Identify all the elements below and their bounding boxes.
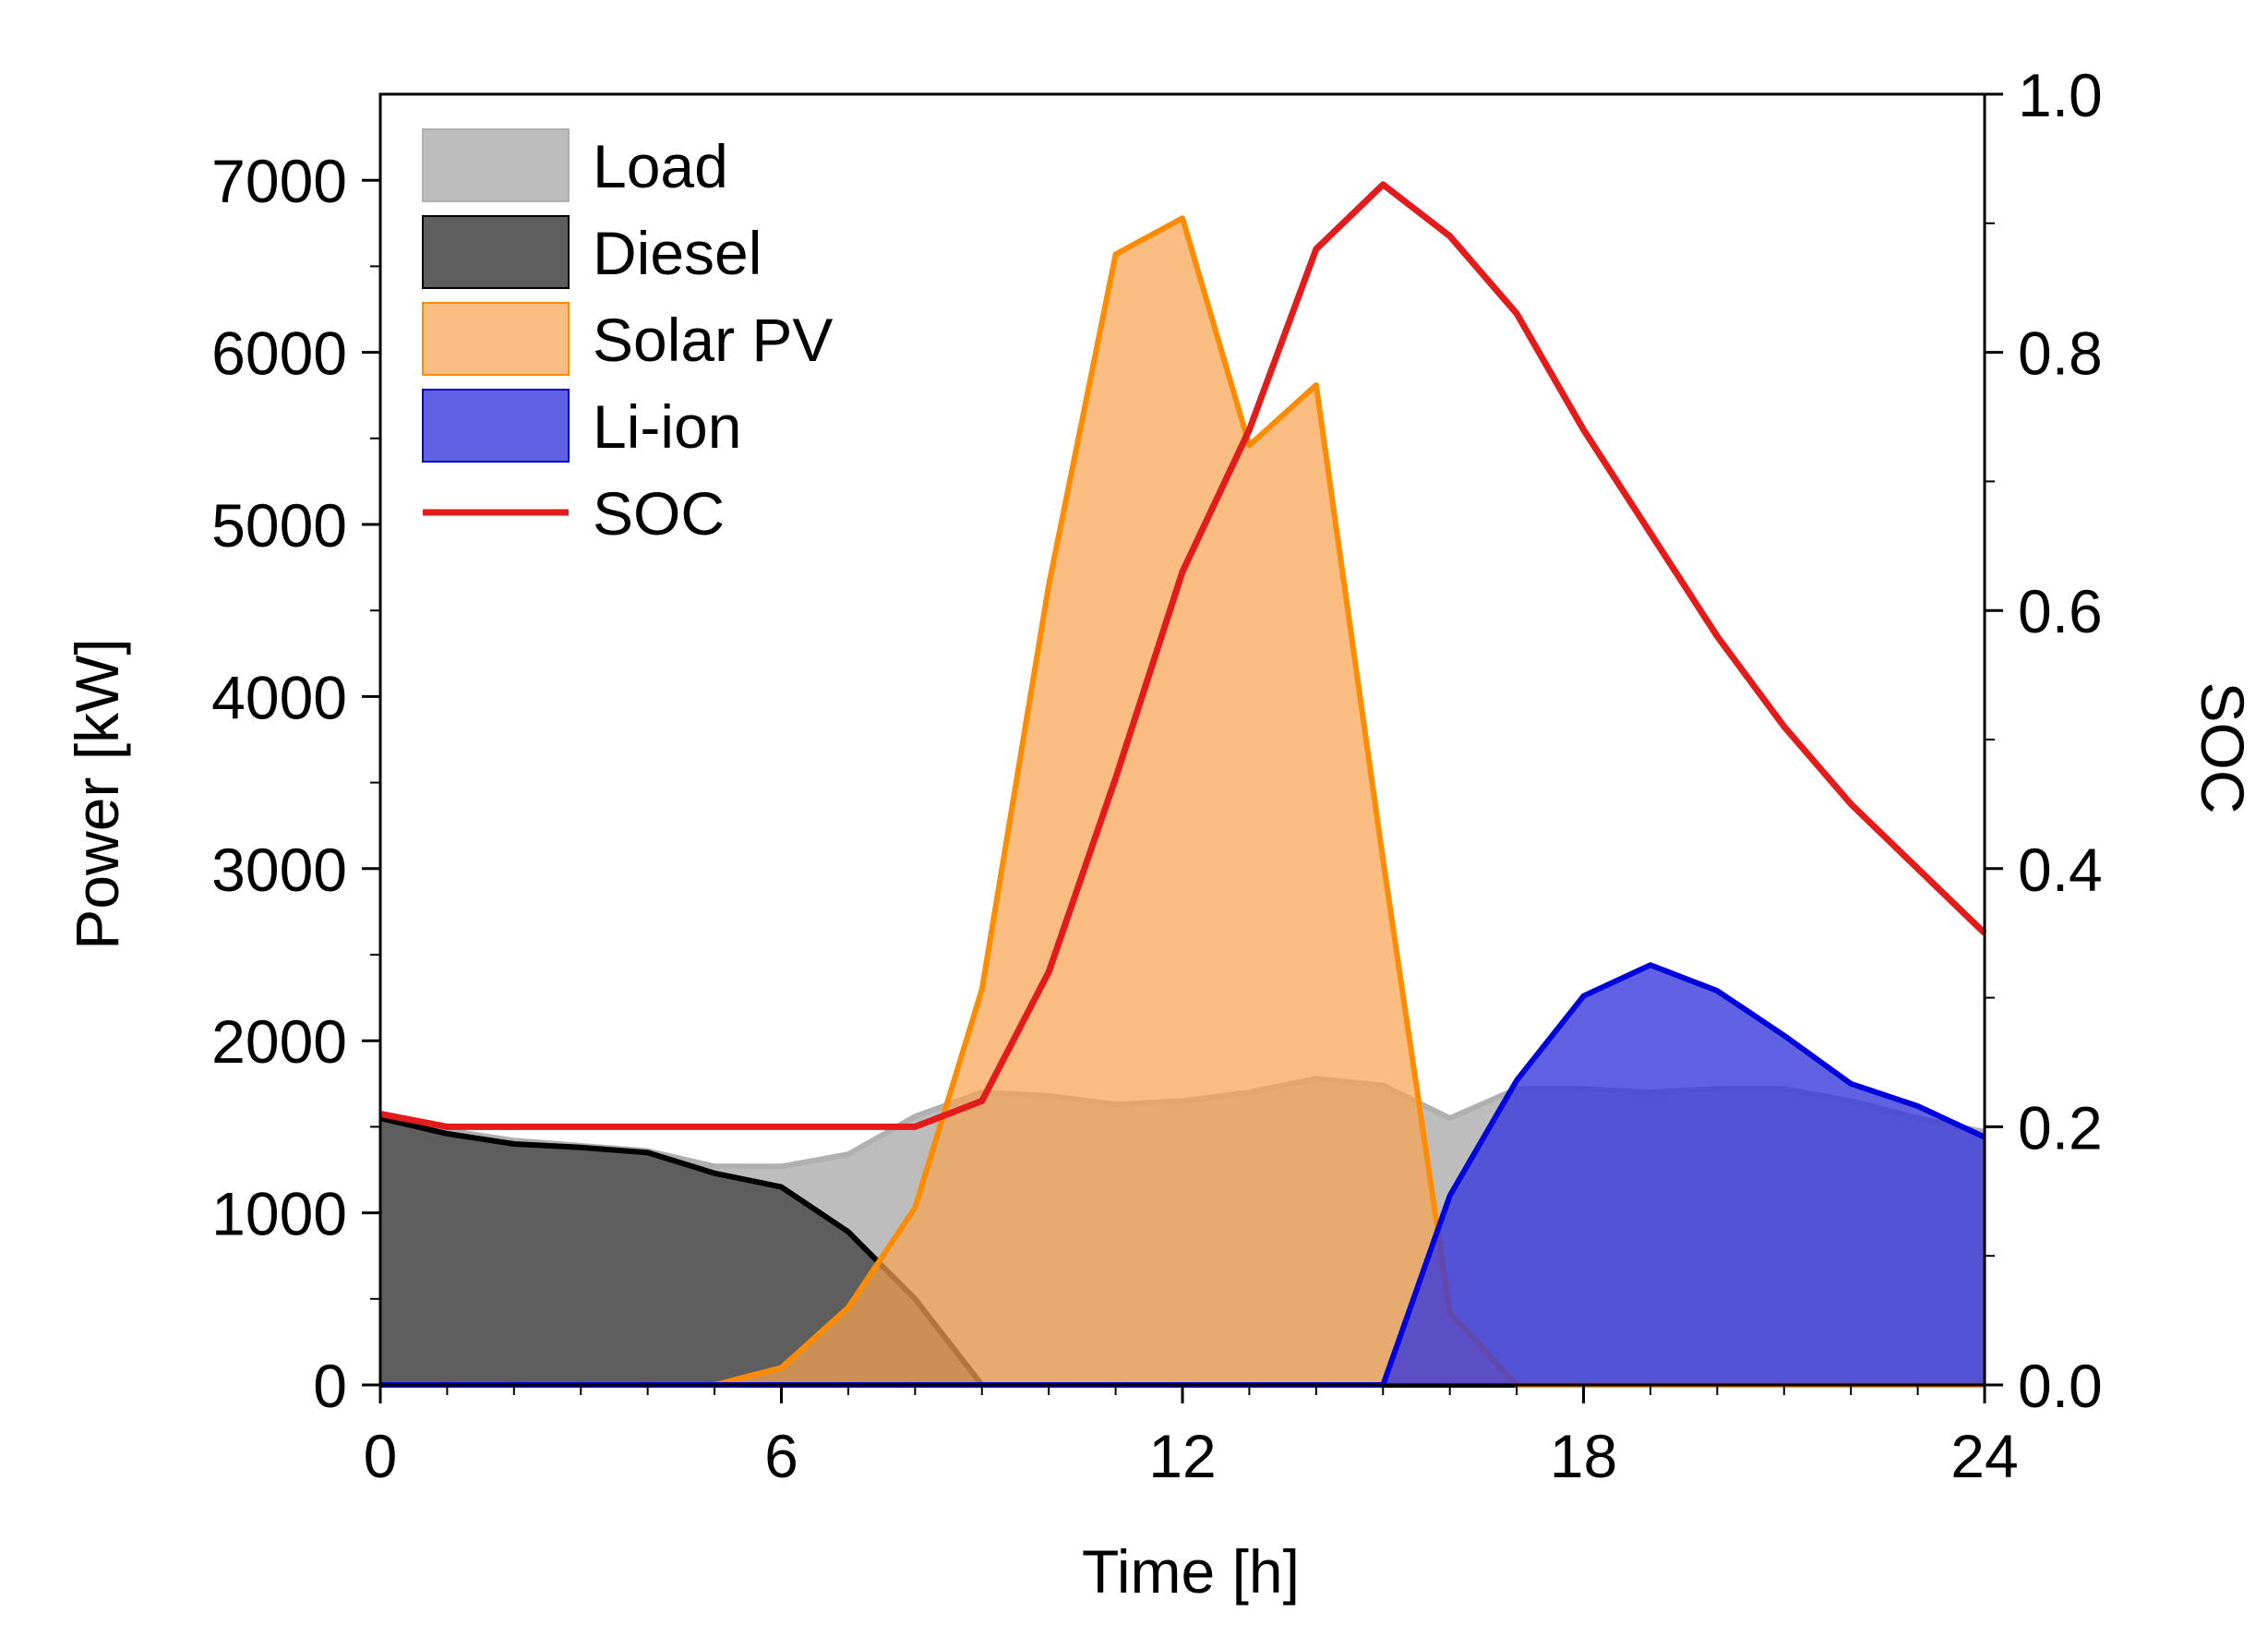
y2-tick-label: 0.6 (2018, 577, 2103, 645)
legend-swatch-diesel (422, 215, 570, 289)
y2-tick-label: 0.8 (2018, 319, 2103, 388)
y-tick-label: 1000 (211, 1180, 347, 1248)
y2-tick-label: 0.4 (2018, 836, 2103, 904)
x-axis-title: Time [h] (1082, 1537, 1300, 1606)
series-area-solar-pv (380, 218, 1985, 1386)
y-axis-title: Power [kW] (63, 638, 131, 949)
y-tick-label: 7000 (211, 147, 347, 215)
legend-label-soc: SOC (593, 479, 725, 548)
series-line-soc (379, 181, 1987, 1130)
legend-label-diesel: Diesel (593, 219, 762, 287)
x-tick-label: 24 (1950, 1422, 2018, 1490)
x-tick-label: 12 (1148, 1422, 1216, 1490)
series-area-diesel (380, 1118, 1985, 1385)
y-tick-label: 3000 (211, 836, 347, 904)
ticks-group: 0 6 12 18 24 0 1000 2000 3000 4000 5000 6000 7000 0.0… (211, 61, 2103, 1490)
legend-swatch-load (422, 128, 570, 202)
legend-label-solar-pv: Solar PV (593, 306, 833, 374)
x-tick-label: 6 (764, 1422, 798, 1490)
y2-tick-label: 1.0 (2018, 61, 2103, 129)
x-tick-label: 0 (364, 1422, 398, 1490)
y-tick-label: 2000 (211, 1007, 347, 1076)
legend-swatch-li-ion (422, 389, 570, 463)
legend-label-load: Load (593, 132, 728, 200)
legend-label-li-ion: Li-ion (593, 392, 741, 461)
y2-tick-label: 0.0 (2018, 1352, 2103, 1420)
series-group (379, 181, 1987, 1388)
y-tick-label: 0 (313, 1352, 347, 1420)
y-tick-label: 5000 (211, 491, 347, 560)
y2-tick-label: 0.2 (2018, 1093, 2103, 1162)
legend-swatch-solar-pv (422, 302, 570, 376)
y2-axis-title: SOC (2189, 681, 2257, 813)
y-tick-label: 4000 (211, 663, 347, 731)
legend: Load Diesel Solar PV Li-ion SOC (422, 128, 833, 548)
y-tick-label: 6000 (211, 319, 347, 388)
series-area-li-ion (380, 965, 1985, 1385)
x-tick-label: 18 (1550, 1422, 1617, 1490)
